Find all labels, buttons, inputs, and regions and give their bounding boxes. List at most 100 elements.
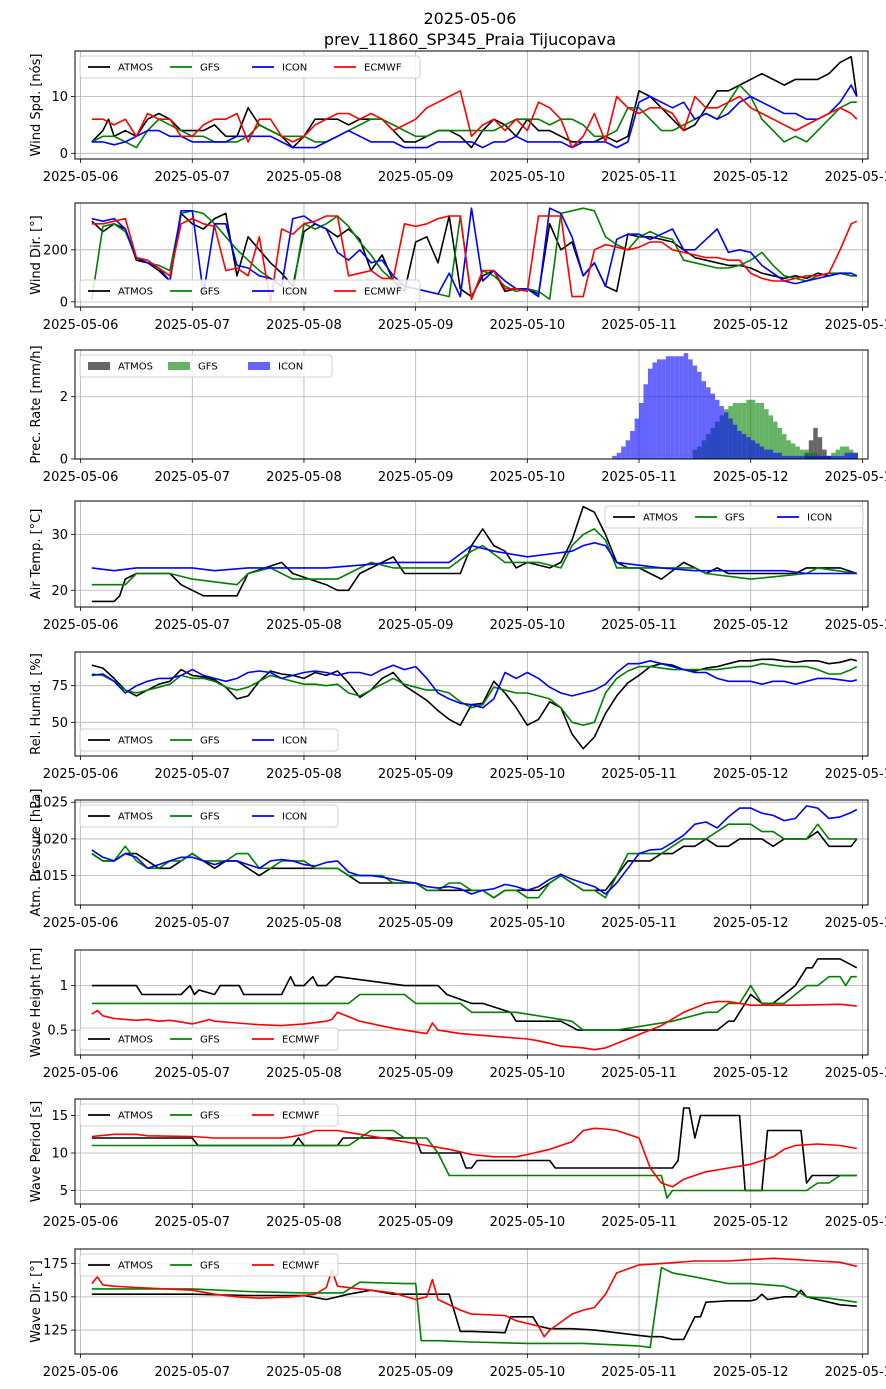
legend-label: ICON: [278, 362, 303, 373]
x-tick-label: 2025-05-13: [825, 1365, 886, 1380]
bar-icon: [732, 424, 738, 459]
y-tick-label: 1025: [35, 796, 68, 811]
bar-gfs: [786, 440, 791, 459]
bar-icon: [746, 437, 751, 459]
y-tick-label: 1020: [35, 832, 68, 847]
x-tick-label: 2025-05-06: [43, 1215, 119, 1230]
legend-label: ATMOS: [118, 1111, 153, 1122]
legend-label: GFS: [200, 1261, 220, 1272]
bar-icon: [639, 402, 644, 459]
y-axis-label: Wind Dir. [°]: [29, 215, 44, 295]
legend-swatch: [248, 362, 270, 370]
x-tick-label: 2025-05-10: [490, 170, 566, 185]
bar-icon: [661, 359, 666, 459]
series-ecmwf-line: [91, 1000, 857, 1051]
x-tick-label: 2025-05-11: [601, 767, 677, 782]
bar-gfs: [835, 449, 841, 459]
bar-gfs: [759, 402, 765, 459]
y-tick-label: 150: [43, 1290, 68, 1305]
legend-air_temperature: ATMOS GFS ICON: [604, 505, 864, 529]
x-tick-label: 2025-05-10: [490, 1066, 566, 1081]
y-tick-label: 50: [51, 716, 68, 731]
x-tick-label: 2025-05-11: [601, 618, 677, 633]
bar-gfs: [768, 415, 774, 459]
bar-icon: [849, 452, 854, 459]
legend-box: [79, 1027, 339, 1051]
x-tick-label: 2025-05-12: [713, 1066, 789, 1081]
x-tick-label: 2025-05-06: [43, 1066, 119, 1081]
data-wind_direction: [91, 207, 858, 303]
bar-gfs: [773, 421, 778, 459]
series-icon-line: [91, 805, 858, 895]
chart-panels: 2025-05-06 2025-05-07 2025-05-08 2025-05-09…: [29, 50, 886, 1380]
x-tick-label: 2025-05-09: [378, 618, 454, 633]
y-tick-label: 0: [60, 453, 68, 468]
legend-label: ATMOS: [643, 513, 678, 524]
bar-icon: [616, 452, 622, 459]
x-tick-label: 2025-05-12: [713, 318, 789, 333]
legend-relative_humidity: ATMOS GFS ICON: [79, 728, 339, 752]
bar-icon: [692, 365, 698, 459]
x-tick-label: 2025-05-06: [43, 470, 119, 485]
bar-atmos: [808, 440, 814, 459]
x-tick-label: 2025-05-13: [825, 618, 886, 633]
y-axis-label: Wave Height [m]: [29, 948, 44, 1058]
x-tick-label: 2025-05-13: [825, 916, 886, 931]
panel-precipitation: 2025-05-06 2025-05-07 2025-05-08 2025-05-09…: [29, 345, 886, 485]
legend-wave_direction: ATMOS GFS ECMWF: [79, 1253, 339, 1277]
legend-box: [79, 354, 333, 378]
plot-frame: [74, 1098, 869, 1205]
bar-icon: [652, 362, 657, 459]
y-tick-label: 125: [43, 1324, 68, 1339]
x-tick-label: 2025-05-06: [43, 170, 119, 185]
bar-icon: [777, 452, 782, 459]
bar-icon: [831, 455, 836, 459]
x-tick-label: 2025-05-10: [490, 618, 566, 633]
bar-icon: [786, 455, 791, 459]
bar-gfs: [790, 443, 796, 459]
x-tick-label: 2025-05-08: [266, 618, 342, 633]
y-tick-label: 30: [51, 528, 68, 543]
bar-gfs: [777, 427, 782, 459]
bar-icon: [773, 452, 778, 459]
plot-frame: [74, 799, 869, 906]
series-ecmwf-line: [91, 215, 858, 303]
legend-label: ATMOS: [118, 736, 153, 747]
data-wave_height: [91, 958, 858, 1051]
series-icon-line: [91, 659, 858, 709]
legend-wave_period: ATMOS GFS ECMWF: [79, 1103, 339, 1127]
y-axis-label: Prec. Rate [mm/h]: [29, 345, 44, 463]
x-tick-label: 2025-05-12: [713, 1365, 789, 1380]
figure-title-station: prev_11860_SP345_Praia Tijucopava: [324, 30, 616, 50]
bar-icon: [844, 452, 850, 459]
figure-title-date: 2025-05-06: [424, 9, 517, 28]
x-tick-label: 2025-05-13: [825, 470, 886, 485]
x-tick-label: 2025-05-12: [713, 618, 789, 633]
x-tick-label: 2025-05-06: [43, 318, 119, 333]
legend-box: [79, 728, 339, 752]
legend-swatch: [88, 362, 110, 370]
panel-air_temperature: 2025-05-06 2025-05-07 2025-05-08 2025-05-09…: [29, 500, 886, 633]
legend-box: [79, 279, 421, 303]
grid-relative_humidity: [75, 652, 868, 756]
x-tick-label: 2025-05-08: [266, 1066, 342, 1081]
x-tick-label: 2025-05-12: [713, 170, 789, 185]
legend-box: [79, 804, 339, 828]
x-tick-label: 2025-05-08: [266, 170, 342, 185]
bar-icon: [759, 446, 765, 459]
panel-relative_humidity: 2025-05-06 2025-05-07 2025-05-08 2025-05-09…: [29, 651, 886, 782]
series-gfs-line: [91, 1266, 857, 1349]
bar-icon: [714, 399, 720, 459]
x-tick-label: 2025-05-11: [601, 916, 677, 931]
y-tick-label: 0: [60, 295, 68, 310]
legend-label: ATMOS: [118, 63, 153, 74]
x-tick-label: 2025-05-09: [378, 470, 454, 485]
bar-icon: [808, 455, 814, 459]
series-atmos-line: [91, 55, 858, 149]
series-icon-line: [91, 84, 858, 149]
legend-wind_speed: ATMOS GFS ICON ECMWF: [79, 55, 421, 79]
series-icon: [612, 353, 858, 459]
panel-wave_direction: 2025-05-06 2025-05-07 2025-05-08 2025-05-09…: [29, 1248, 886, 1380]
x-tick-label: 2025-05-10: [490, 916, 566, 931]
